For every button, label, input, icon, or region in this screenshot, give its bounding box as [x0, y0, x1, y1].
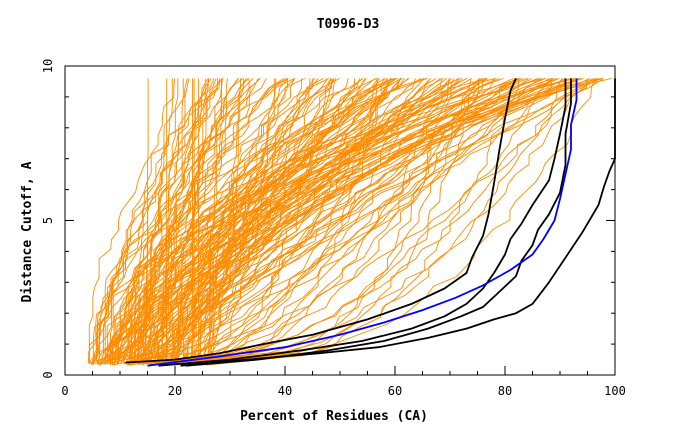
background-series-line	[206, 78, 386, 363]
background-series-line	[158, 78, 210, 366]
background-series-line	[179, 78, 552, 363]
y-tick-label: 5	[41, 217, 55, 224]
background-series-line	[111, 78, 267, 366]
background-series-line	[205, 78, 451, 366]
background-series-line	[140, 77, 306, 364]
x-axis-label: Percent of Residues (CA)	[240, 409, 428, 424]
background-series-line	[97, 78, 529, 364]
background-series-line	[89, 78, 554, 364]
background-series-line	[107, 78, 239, 365]
background-series-line	[129, 77, 519, 362]
background-series-line	[157, 78, 261, 366]
background-series-line	[135, 78, 173, 364]
background-series-line	[192, 78, 228, 364]
background-series-line	[117, 78, 249, 364]
x-tick-label: 40	[278, 384, 292, 398]
background-series-line	[148, 77, 525, 364]
highlight-series-black	[125, 78, 517, 364]
background-series-line	[120, 78, 329, 364]
highlight-series-black	[180, 78, 616, 367]
background-series-line	[130, 78, 388, 366]
background-series-line	[138, 78, 206, 366]
background-series-line	[157, 78, 332, 366]
chart-title: T0996-D3	[317, 17, 380, 32]
background-series-line	[185, 78, 480, 363]
background-series-line	[123, 78, 567, 365]
background-series-line	[104, 77, 398, 365]
x-tick-label: 0	[61, 384, 68, 398]
background-series-line	[144, 78, 459, 364]
background-series-line	[176, 78, 487, 362]
background-series-line	[197, 78, 332, 364]
highlight-series-blue	[147, 78, 578, 367]
background-series-line	[168, 78, 401, 364]
background-series-line	[87, 78, 221, 364]
background-series-line	[134, 78, 188, 365]
background-series-line	[155, 78, 550, 364]
background-series-line	[178, 78, 391, 364]
background-series-line	[108, 78, 482, 365]
background-series-line	[190, 78, 336, 362]
background-series-group	[87, 77, 612, 366]
background-series-line	[198, 78, 241, 366]
y-tick-label: 0	[41, 371, 55, 378]
background-series-line	[104, 78, 176, 362]
background-series-line	[133, 77, 460, 363]
background-series-line	[207, 78, 463, 366]
highlight-series-black	[185, 78, 572, 367]
background-series-line	[95, 77, 612, 362]
background-series-line	[113, 77, 520, 366]
x-axis-ticks: 0 20 40 60 80 100	[61, 366, 626, 398]
background-series-line	[105, 78, 604, 363]
background-series-line	[143, 77, 468, 364]
background-series-line	[97, 78, 296, 363]
background-series-line	[128, 78, 385, 366]
background-series-line	[149, 78, 552, 365]
y-axis-label: Distance Cutoff, A	[20, 161, 35, 302]
background-series-line	[123, 78, 588, 363]
background-series-line	[122, 78, 332, 363]
background-series-line	[126, 78, 472, 366]
background-series-line	[137, 77, 601, 365]
background-series-line	[98, 78, 460, 365]
background-series-line	[156, 78, 218, 364]
background-series-line	[109, 77, 574, 364]
y-axis-ticks: 0 5 10	[41, 59, 615, 379]
x-tick-label: 60	[388, 384, 402, 398]
x-tick-label: 20	[168, 384, 182, 398]
background-series-line	[175, 78, 467, 364]
background-series-line	[131, 78, 431, 366]
background-series-line	[148, 78, 594, 366]
y-tick-label: 10	[41, 59, 55, 73]
background-series-line	[188, 78, 533, 366]
background-series-line	[175, 78, 517, 365]
background-series-line	[117, 78, 402, 365]
x-tick-label: 100	[604, 384, 626, 398]
background-series-line	[172, 78, 454, 364]
background-series-line	[118, 78, 324, 365]
background-series-line	[150, 78, 575, 364]
highlight-series-black	[158, 78, 567, 367]
highlight-series-group	[125, 78, 616, 367]
background-series-line	[204, 78, 296, 364]
x-tick-label: 80	[498, 384, 512, 398]
background-series-line	[90, 77, 428, 364]
background-series-line	[112, 78, 422, 365]
background-series-line	[175, 77, 600, 363]
background-series-line	[197, 78, 275, 366]
background-series-line	[170, 77, 603, 362]
